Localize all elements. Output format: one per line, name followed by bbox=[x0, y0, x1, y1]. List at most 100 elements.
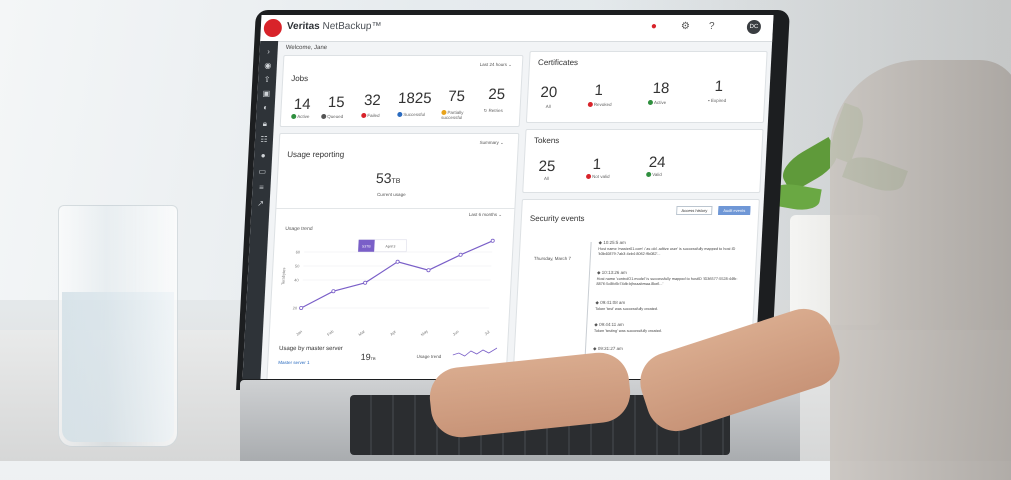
x-tick-label: Mar bbox=[357, 328, 366, 337]
certs-active-label: Active bbox=[647, 100, 666, 106]
data-point[interactable] bbox=[395, 259, 400, 264]
data-point[interactable] bbox=[331, 289, 336, 294]
usage-summary-select[interactable]: Summary ⌄ bbox=[479, 140, 504, 145]
usage-current-value: 53TB bbox=[375, 170, 401, 186]
tokens-card: Tokens 25 All 1 Not valid 24 Valid bbox=[522, 129, 764, 193]
x-tick-label: May bbox=[420, 329, 429, 338]
jobs-queued-count[interactable]: 15 bbox=[327, 94, 346, 111]
audit-events-tab[interactable]: Audit events bbox=[718, 206, 751, 215]
water-glass bbox=[58, 205, 178, 447]
data-point[interactable] bbox=[363, 280, 368, 285]
laptop-screen: Veritas NetBackup™ ● ⚙ ? DC › ◉ ⇧ ▣ ◐ 🔒︎… bbox=[242, 15, 774, 379]
certificates-title: Certificates bbox=[537, 58, 579, 67]
tokens-all-count[interactable]: 25 bbox=[538, 158, 556, 175]
notification-icon[interactable]: ● bbox=[650, 21, 658, 32]
reports-icon[interactable]: ↗ bbox=[257, 199, 265, 208]
master-server-usage: 19TB bbox=[360, 352, 376, 362]
help-icon[interactable]: ? bbox=[708, 21, 715, 32]
tokens-all-label: All bbox=[543, 176, 550, 181]
master-server-link[interactable]: Master server 1 bbox=[278, 360, 310, 365]
data-point[interactable] bbox=[458, 252, 463, 257]
x-tick-label: Jun bbox=[451, 329, 459, 337]
tooltip-value: 53TB bbox=[362, 244, 371, 248]
tooltip-date: April 3 bbox=[385, 244, 395, 248]
event-time: ◆ 09:31:27 am bbox=[592, 346, 623, 351]
dashboard-icon[interactable]: ◉ bbox=[264, 61, 272, 70]
users-icon[interactable]: ☷ bbox=[260, 135, 268, 144]
event-time: ◆ 10:25:5 am bbox=[598, 240, 626, 245]
events-date: Thursday, March 7 bbox=[533, 256, 572, 261]
data-point[interactable] bbox=[299, 306, 304, 311]
x-tick-label: Jul bbox=[483, 329, 490, 336]
y-tick-label: 50 bbox=[295, 264, 300, 269]
event-text: Token 'test' was successfully created. bbox=[595, 307, 659, 311]
divider bbox=[276, 208, 515, 209]
jobs-active-label: Active bbox=[291, 114, 310, 120]
event-time: ◆ 09:41:08 am bbox=[595, 300, 626, 305]
tooltip-badge bbox=[358, 239, 375, 252]
jobs-range-select[interactable]: Last 24 hours ⌄ bbox=[479, 62, 513, 67]
tokens-notvalid-count[interactable]: 1 bbox=[592, 156, 602, 173]
jobs-icon[interactable]: ⇧ bbox=[263, 75, 271, 84]
y-tick-label: 40 bbox=[294, 278, 299, 283]
certs-active-count[interactable]: 18 bbox=[652, 80, 670, 97]
tokens-valid-label: Valid bbox=[646, 172, 662, 178]
veritas-logo bbox=[263, 19, 283, 37]
jobs-successful-count[interactable]: 1825 bbox=[397, 90, 432, 107]
person-silhouette bbox=[830, 60, 1011, 480]
jobs-failed-count[interactable]: 32 bbox=[363, 92, 382, 109]
security-icon[interactable]: 🔒︎ bbox=[262, 119, 268, 128]
x-tick-label: Apr bbox=[389, 329, 398, 337]
event-text: Host name 'master01.com' / as old. adtiv… bbox=[597, 247, 736, 256]
mini-trend-label: Usage trend bbox=[416, 354, 442, 359]
tokens-notvalid-label: Not valid bbox=[585, 174, 610, 180]
mini-trend-sparkline bbox=[452, 347, 498, 357]
hosts-icon[interactable]: ▭ bbox=[258, 167, 267, 176]
usage-by-master-title: Usage by master server bbox=[278, 346, 343, 352]
data-point[interactable] bbox=[490, 238, 495, 243]
x-tick-label: Feb bbox=[326, 328, 335, 337]
glass-water bbox=[62, 292, 174, 442]
brand-title: Veritas NetBackup™ bbox=[286, 21, 382, 32]
y-tick-label: 20 bbox=[293, 306, 298, 311]
avatar[interactable]: DC bbox=[746, 20, 762, 34]
usage-trend-chart: Terabytes 20 40 50 60 Jan Feb Mar Apr May Jun Jul 53… bbox=[280, 238, 495, 338]
security-events-title: Security events bbox=[529, 214, 585, 223]
usage-current-label: Current usage bbox=[377, 192, 406, 197]
jobs-retries-count[interactable]: 25 bbox=[487, 86, 506, 103]
catalog-icon[interactable]: ≡ bbox=[258, 183, 265, 192]
event-time: ◆ 10:13:26 am bbox=[596, 270, 627, 275]
data-point[interactable] bbox=[426, 268, 431, 273]
tokens-title: Tokens bbox=[533, 136, 560, 145]
jobs-partial-count[interactable]: 75 bbox=[447, 88, 466, 105]
jobs-successful-label: Successful bbox=[397, 112, 425, 118]
settings-icon[interactable]: ⚙ bbox=[680, 21, 691, 32]
event-time: ◆ 09:44:11 am bbox=[594, 322, 624, 327]
certs-all-count[interactable]: 20 bbox=[540, 84, 558, 101]
storage-icon[interactable]: ● bbox=[260, 151, 266, 160]
jobs-retries-label: ↻ Retries bbox=[483, 108, 503, 113]
usage-title: Usage reporting bbox=[286, 150, 345, 159]
top-bar: Veritas NetBackup™ ● ⚙ ? DC bbox=[260, 15, 774, 42]
y-axis-label: Terabytes bbox=[280, 268, 286, 285]
tokens-valid-count[interactable]: 24 bbox=[648, 154, 666, 171]
jobs-failed-label: Failed bbox=[361, 113, 380, 119]
usage-card: Usage reporting Summary ⌄ 53TB Current u… bbox=[266, 133, 520, 379]
certs-expired-count[interactable]: 1 bbox=[714, 78, 724, 95]
welcome-text: Welcome, Jane bbox=[285, 45, 328, 51]
certs-all-label: All bbox=[545, 104, 551, 109]
jobs-active-count[interactable]: 14 bbox=[293, 96, 311, 113]
event-text: Host name 'controlO1.model' is successfu… bbox=[596, 277, 738, 286]
certificates-card: Certificates 20 All 1 Revoked 18 Active … bbox=[525, 51, 768, 123]
jobs-queued-label: Queued bbox=[321, 114, 343, 120]
certs-revoked-count[interactable]: 1 bbox=[594, 82, 604, 99]
jobs-card: Jobs Last 24 hours ⌄ 14 Active 15 Queued… bbox=[279, 55, 524, 127]
y-tick-label: 60 bbox=[296, 250, 301, 255]
usage-range-select[interactable]: Last 6 months ⌄ bbox=[468, 212, 503, 217]
jobs-partial-label: Partially successful bbox=[441, 110, 464, 121]
workloads-icon[interactable]: ▣ bbox=[262, 89, 271, 98]
protection-icon[interactable]: ◐ bbox=[263, 103, 269, 112]
access-history-tab[interactable]: Access history bbox=[676, 206, 713, 215]
collapse-icon[interactable]: › bbox=[267, 47, 271, 56]
certs-expired-label: ▪ Expired bbox=[707, 98, 727, 103]
